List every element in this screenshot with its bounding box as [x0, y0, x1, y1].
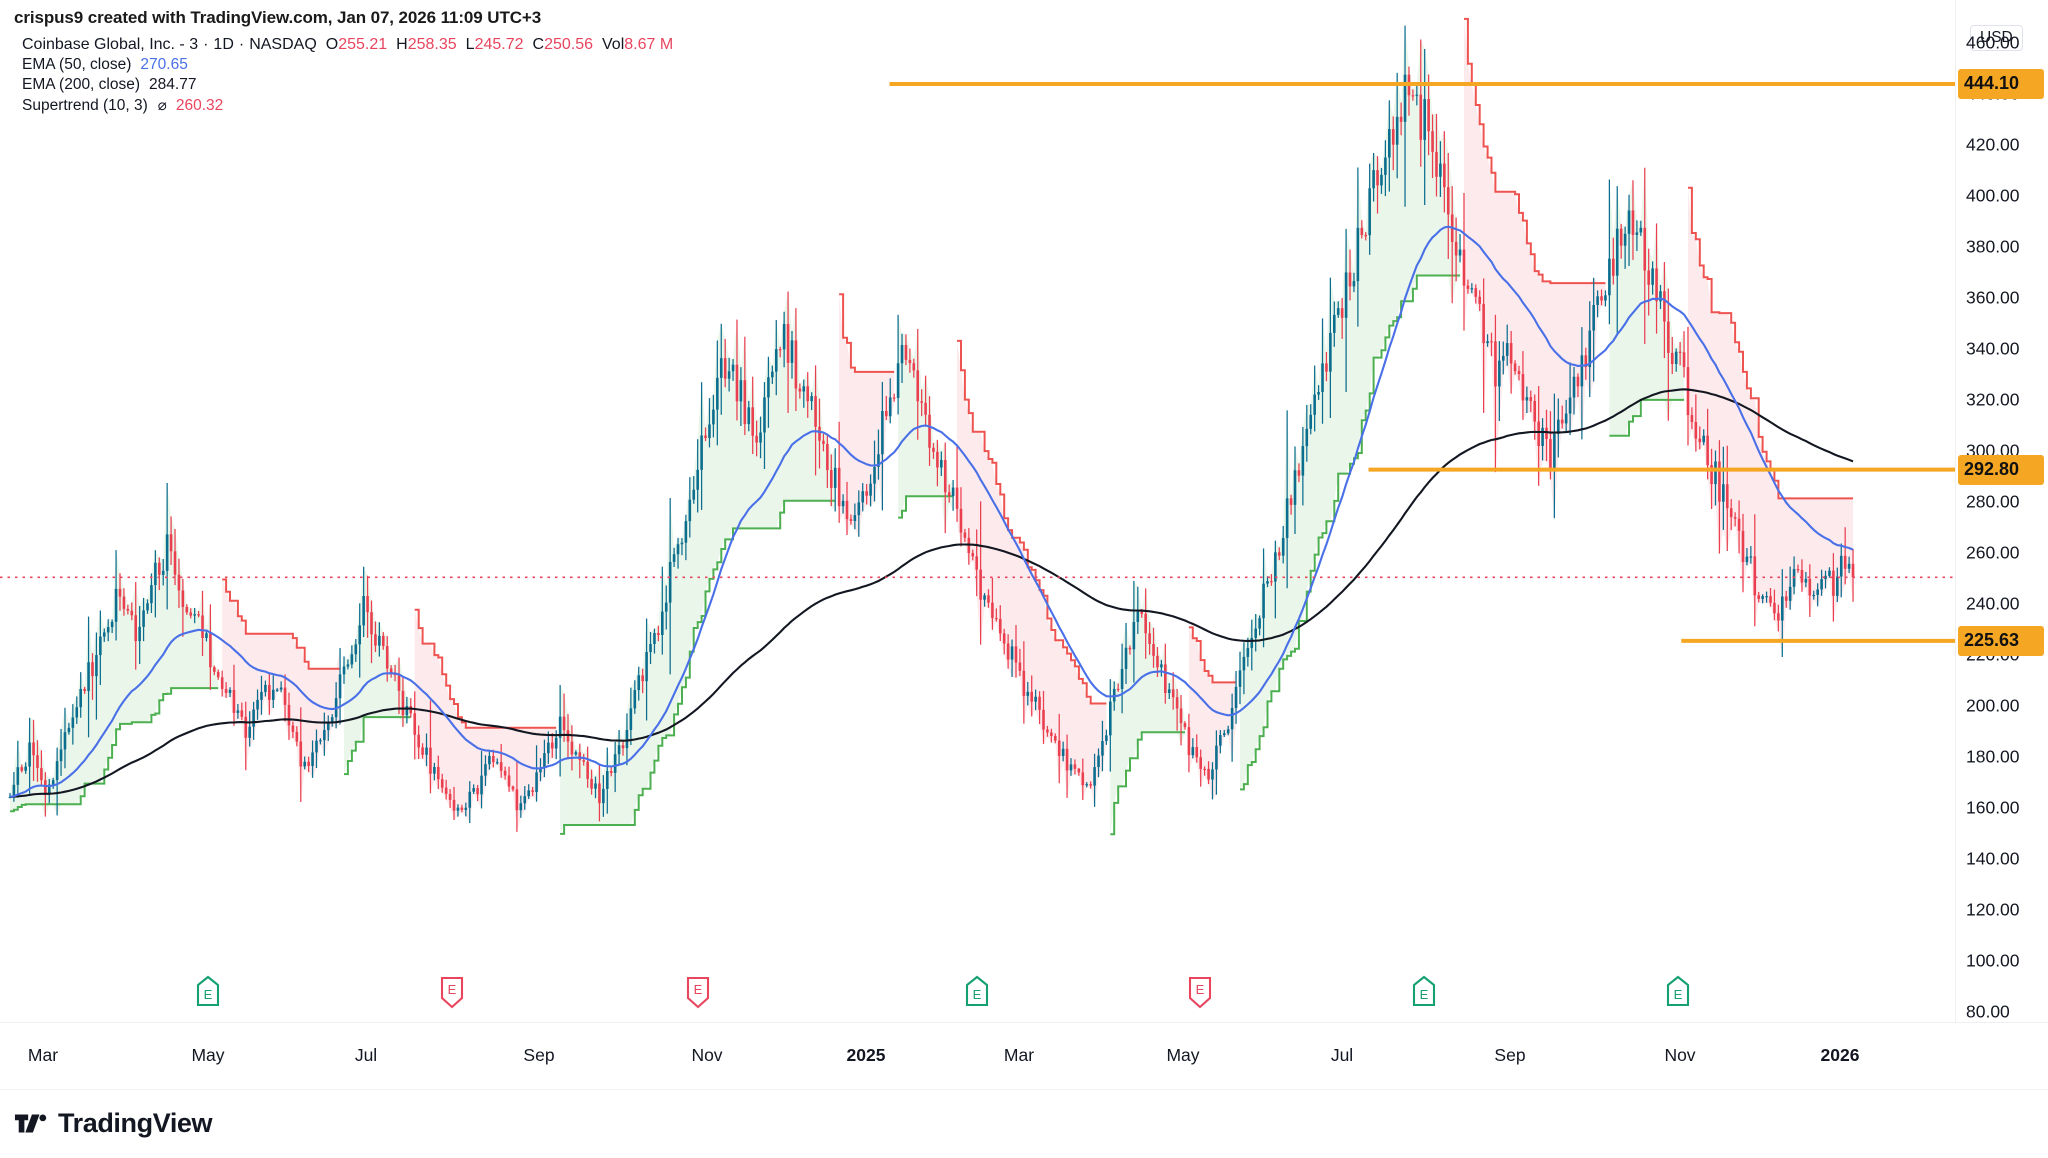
legend-low-label: L	[465, 36, 475, 53]
legend-volume-value: 8.67 M	[624, 36, 674, 53]
price-axis-tick: 160.00	[1966, 797, 2020, 818]
support-line-label-225[interactable]: 225.63	[1958, 625, 2044, 656]
legend-low-value: 245.72	[474, 36, 524, 53]
legend-symbol-row[interactable]: Coinbase Global, Inc. - 3 · 1D · NASDAQ …	[22, 36, 673, 56]
price-axis-tick: 200.00	[1966, 695, 2020, 716]
study-value-ema50: 270.65	[140, 56, 188, 73]
earnings-marker-icon[interactable]: E	[964, 975, 990, 1009]
time-axis-tick: May	[1166, 1045, 1200, 1065]
legend-interval[interactable]: 1D	[213, 36, 234, 53]
time-axis-tick: Jul	[354, 1045, 378, 1065]
legend-separator-1: ·	[203, 36, 209, 53]
svg-text:E: E	[973, 987, 982, 1002]
earnings-marker-icon[interactable]: E	[1411, 975, 1437, 1009]
svg-text:E: E	[1674, 987, 1683, 1002]
legend-volume-label: Vol	[602, 36, 625, 53]
study-name-ema200: EMA (200, close)	[22, 76, 141, 93]
time-axis-tick: Jul	[1330, 1045, 1354, 1065]
chart-legend: Coinbase Global, Inc. - 3 · 1D · NASDAQ …	[22, 36, 673, 116]
time-axis-tick: May	[191, 1045, 225, 1065]
price-axis-tick: 340.00	[1966, 338, 2020, 359]
tradingview-wordmark: TradingView	[58, 1108, 213, 1138]
average-glyph-icon: ⌀	[157, 97, 167, 114]
legend-symbol-name[interactable]: Coinbase Global, Inc. - 3	[22, 36, 199, 53]
price-axis-tick: 120.00	[1966, 899, 2020, 920]
tradingview-footer: TradingView	[14, 1108, 213, 1139]
chart-plot-area[interactable]	[0, 0, 1955, 1022]
legend-study-ema200[interactable]: EMA (200, close) 284.77	[22, 76, 673, 96]
price-axis-tick: 100.00	[1966, 950, 2020, 971]
resistance-line-label-444[interactable]: 444.10	[1958, 69, 2044, 99]
legend-open-value: 255.21	[338, 36, 388, 53]
study-value-ema200: 284.77	[149, 76, 197, 93]
earnings-marker-icon[interactable]: E	[439, 975, 465, 1009]
price-axis-tick: 400.00	[1966, 185, 2020, 206]
price-axis-tick: 180.00	[1966, 746, 2020, 767]
price-axis-tick: 360.00	[1966, 287, 2020, 308]
currency-badge[interactable]: USD	[1970, 25, 2023, 51]
time-axis-tick: Mar	[1003, 1045, 1035, 1065]
earnings-marker-icon[interactable]: E	[685, 975, 711, 1009]
study-name-supertrend: Supertrend (10, 3)	[22, 97, 148, 114]
legend-study-ema50[interactable]: EMA (50, close) 270.65	[22, 56, 673, 76]
time-axis-tick: Nov	[691, 1045, 723, 1065]
price-axis-tick: 80.00	[1966, 1001, 2010, 1022]
price-axis-tick: 320.00	[1966, 389, 2020, 410]
price-axis-tick: 240.00	[1966, 593, 2020, 614]
earnings-marker-icon[interactable]: E	[195, 975, 221, 1009]
legend-open-label: O	[325, 36, 339, 53]
earnings-marker-icon[interactable]: E	[1665, 975, 1691, 1009]
price-axis-tick: 140.00	[1966, 848, 2020, 869]
svg-text:E: E	[448, 982, 457, 997]
price-axis-tick: 280.00	[1966, 491, 2020, 512]
legend-high-value: 258.35	[407, 36, 457, 53]
study-value-supertrend: 260.32	[175, 97, 224, 114]
legend-separator-2: ·	[238, 36, 245, 53]
time-axis-tick: Sep	[523, 1045, 555, 1065]
tradingview-logo-icon	[14, 1113, 47, 1132]
earnings-marker-icon[interactable]: E	[1187, 975, 1213, 1009]
study-name-ema50: EMA (50, close)	[22, 56, 132, 73]
svg-text:E: E	[204, 987, 213, 1002]
price-axis-tick: 460.00	[1966, 32, 2020, 53]
legend-close-label: C	[532, 36, 545, 53]
legend-exchange: NASDAQ	[249, 36, 317, 53]
svg-text:E: E	[694, 982, 703, 997]
legend-high-label: H	[396, 36, 408, 53]
legend-close-value: 250.56	[544, 36, 594, 53]
time-axis-tick: 2025	[846, 1045, 886, 1065]
legend-study-supertrend[interactable]: Supertrend (10, 3) ⌀ 260.32	[22, 96, 673, 116]
chart-svg	[0, 17, 1955, 836]
attribution-text: crispus9 created with TradingView.com, J…	[14, 8, 542, 27]
resistance-line-label-292[interactable]: 292.80	[1958, 454, 2044, 485]
price-axis[interactable]: USD 460.00440.00420.00400.00380.00360.00…	[1955, 0, 2048, 1022]
time-axis-tick: Sep	[1494, 1045, 1526, 1065]
time-axis-tick: Mar	[27, 1045, 59, 1065]
time-axis[interactable]: Mar May Jul Sep Nov 2025 Mar May Jul Sep Nov 2026 E E…	[0, 975, 2048, 1090]
price-axis-tick: 380.00	[1966, 236, 2020, 257]
price-axis-tick: 420.00	[1966, 134, 2020, 155]
svg-text:E: E	[1420, 987, 1429, 1002]
price-axis-tick: 260.00	[1966, 542, 2020, 563]
time-axis-tick: 2026	[1820, 1045, 1860, 1065]
svg-text:E: E	[1196, 982, 1205, 997]
time-axis-tick: Nov	[1664, 1045, 1696, 1065]
